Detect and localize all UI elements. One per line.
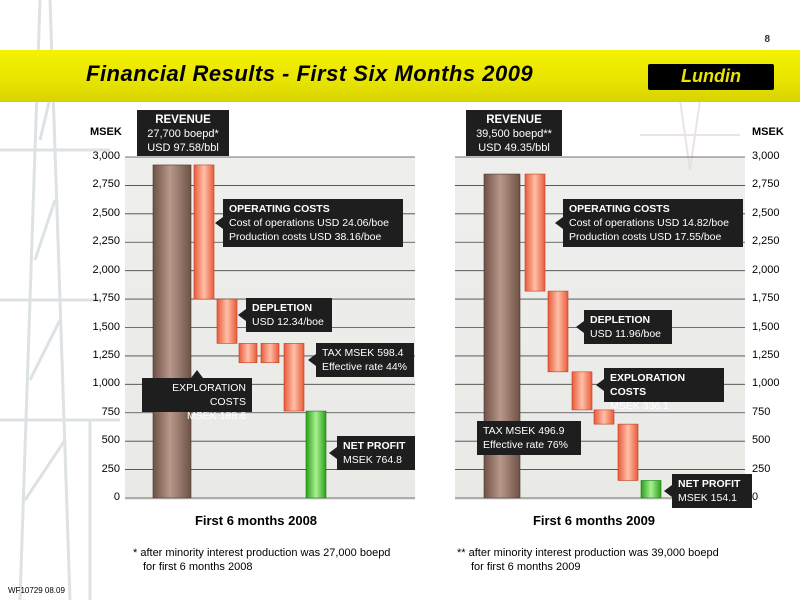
callout-line: Production costs USD 17.55/boe xyxy=(569,231,722,243)
callout-net-profit-2008: NET PROFIT MSEK 764.8 xyxy=(329,436,415,470)
cost-bar xyxy=(617,423,639,481)
footnote-line: * after minority interest production was… xyxy=(133,547,391,559)
revenue-box-line2: USD 97.58/bbl xyxy=(147,142,219,154)
lundin-logo: Lundin xyxy=(648,64,774,90)
callout-line: Effective rate 44% xyxy=(322,361,408,373)
revenue-box-title: REVENUE xyxy=(486,114,542,126)
footnote-line: for first 6 months 2008 xyxy=(143,561,253,573)
callout-line: TAX MSEK 598.4 xyxy=(322,347,404,359)
y-axis-unit-right: MSEK xyxy=(752,126,784,138)
y-tick-label: 2,500 xyxy=(92,206,120,219)
y-tick-label: 1,750 xyxy=(752,292,780,305)
y-tick-label: 0 xyxy=(113,491,120,503)
cost-bar xyxy=(238,343,258,364)
period-label-2008: First 6 months 2008 xyxy=(194,513,318,528)
y-tick-label: 1,000 xyxy=(92,377,120,390)
callout-line: Cost of operations USD 14.82/boe xyxy=(569,217,729,229)
callout-tax-2009: TAX MSEK 496.9 Effective rate 76% xyxy=(477,421,581,455)
y-tick-label: 1,500 xyxy=(752,320,780,333)
callout-exploration-costs-2008: EXPLORATION COSTS MSEK 188.6 xyxy=(142,370,252,422)
callout-net-profit-2009: NET PROFIT MSEK 154.1 xyxy=(664,474,752,508)
page-number: 8 xyxy=(764,34,770,45)
y-tick-label: 3,000 xyxy=(92,150,120,162)
cost-bar xyxy=(593,409,615,425)
y-tick-label: 1,750 xyxy=(92,292,120,305)
cost-bar xyxy=(216,298,238,344)
y-tick-label: 1,000 xyxy=(752,377,780,390)
callout-operating-costs-2009: OPERATING COSTS Cost of operations USD 1… xyxy=(555,199,743,247)
callout-title: OPERATING COSTS xyxy=(569,203,670,215)
callout-line: MSEK 336.1 xyxy=(610,400,669,412)
footnote-2009: ** after minority interest production wa… xyxy=(457,546,719,574)
y-tick-label: 2,750 xyxy=(752,178,780,191)
cost-bar xyxy=(547,290,569,373)
y-tick-label: 500 xyxy=(752,434,771,447)
y-tick-label: 500 xyxy=(101,434,120,447)
callout-line: MSEK 764.8 xyxy=(343,454,402,466)
callout-depletion-2008: DEPLETION USD 12.34/boe xyxy=(238,298,332,332)
y-tick-label: 1,250 xyxy=(92,348,120,361)
y-tick-label: 2,000 xyxy=(92,263,120,276)
y-tick-label: 2,250 xyxy=(752,235,780,248)
callout-operating-costs-2008: OPERATING COSTS Cost of operations USD 2… xyxy=(215,199,403,247)
profit-bar xyxy=(640,480,662,499)
callout-title: EXPLORATION COSTS xyxy=(610,372,686,398)
y-tick-label: 250 xyxy=(101,462,120,475)
y-tick-label: 0 xyxy=(752,491,759,503)
callout-depletion-2009: DEPLETION USD 11.96/boe xyxy=(576,310,672,344)
callout-line: Production costs USD 38.16/boe xyxy=(229,231,382,243)
callout-title: DEPLETION xyxy=(252,302,313,314)
document-reference: WF10729 08.09 xyxy=(8,586,65,595)
revenue-box-line1: 39,500 boepd** xyxy=(476,128,552,140)
callout-exploration-costs-2009: EXPLORATION COSTS MSEK 336.1 xyxy=(596,368,724,412)
profit-bar xyxy=(305,410,327,499)
y-tick-label: 750 xyxy=(101,405,120,418)
y-tick-label: 750 xyxy=(752,405,771,418)
callout-line: EXPLORATION COSTS xyxy=(172,382,246,408)
callout-line: Effective rate 76% xyxy=(483,439,569,451)
y-tick-label: 2,500 xyxy=(752,206,780,219)
callout-title: OPERATING COSTS xyxy=(229,203,330,215)
y-tick-label: 2,250 xyxy=(92,235,120,248)
callout-line: MSEK 188.6 xyxy=(187,410,246,422)
callout-title: DEPLETION xyxy=(590,314,651,326)
y-tick-label: 2,750 xyxy=(92,178,120,191)
callout-line: MSEK 154.1 xyxy=(678,492,737,504)
footnote-2008: * after minority interest production was… xyxy=(133,546,390,574)
y-tick-label: 1,250 xyxy=(752,348,780,361)
y-tick-label: 250 xyxy=(752,462,771,475)
logo-text: Lundin xyxy=(681,66,741,86)
callout-title: NET PROFIT xyxy=(678,478,741,490)
footnote-line: ** after minority interest production wa… xyxy=(457,547,719,559)
page-title: Financial Results - First Six Months 200… xyxy=(86,61,534,86)
period-label-2009: First 6 months 2009 xyxy=(532,513,656,528)
callout-line: USD 11.96/boe xyxy=(590,328,662,340)
callout-line: USD 12.34/boe xyxy=(252,316,324,328)
cost-bar xyxy=(524,173,546,292)
revenue-bar xyxy=(152,164,192,499)
y-tick-label: 3,000 xyxy=(752,150,780,162)
revenue-box-title: REVENUE xyxy=(155,114,211,126)
revenue-box-line2: USD 49.35/bbl xyxy=(478,142,550,154)
revenue-box-2009: REVENUE 39,500 boepd** USD 49.35/bbl xyxy=(466,110,562,156)
cost-bar xyxy=(193,164,215,300)
cost-bar xyxy=(283,343,305,412)
cost-bar xyxy=(260,343,280,364)
revenue-box-line1: 27,700 boepd* xyxy=(147,128,219,140)
callout-line: TAX MSEK 496.9 xyxy=(483,425,565,437)
revenue-box-2008: REVENUE 27,700 boepd* USD 97.58/bbl xyxy=(137,110,229,156)
y-axis-unit-left: MSEK xyxy=(90,126,122,138)
y-tick-label: 1,500 xyxy=(92,320,120,333)
callout-line: Cost of operations USD 24.06/boe xyxy=(229,217,389,229)
callout-tax-2008: TAX MSEK 598.4 Effective rate 44% xyxy=(308,343,414,377)
callout-title: NET PROFIT xyxy=(343,440,406,452)
footnote-line: for first 6 months 2009 xyxy=(471,561,581,573)
y-tick-label: 2,000 xyxy=(752,263,780,276)
cost-bar xyxy=(571,371,593,411)
